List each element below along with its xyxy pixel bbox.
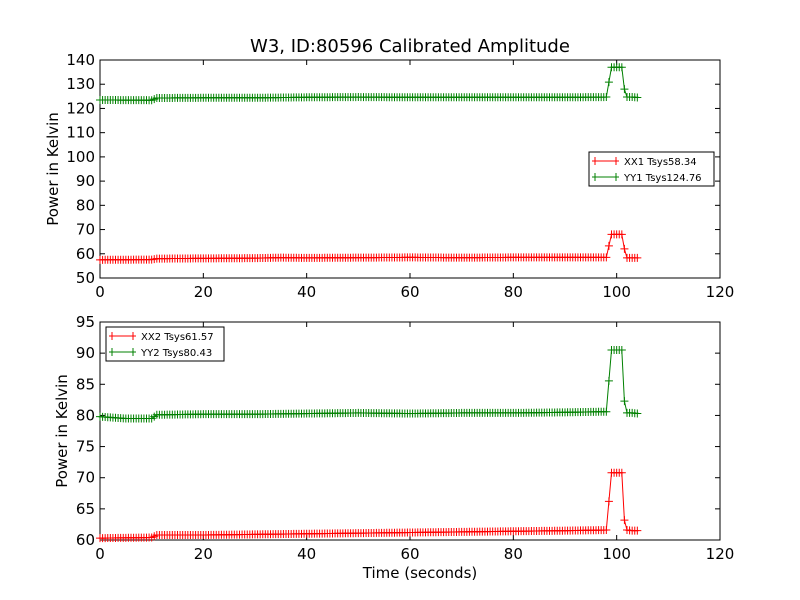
y-tick-label: 85 (76, 375, 95, 393)
x-tick-label: 0 (95, 545, 105, 563)
x-tick-label: 40 (297, 283, 316, 301)
legend: XX1 Tsys58.34 YY1 Tsys124.76 (588, 151, 715, 187)
legend-swatch-marker (109, 348, 136, 356)
legend-entry: YY1 Tsys124.76 (623, 173, 702, 184)
data-point (602, 93, 611, 102)
data-point (633, 253, 642, 262)
y-tick-label: 80 (76, 406, 95, 424)
data-point (617, 346, 626, 355)
y-tick-label: 65 (76, 500, 95, 518)
legend-entry: XX1 Tsys58.34 (624, 157, 697, 168)
x-tick-label: 0 (95, 283, 105, 301)
x-tick-label: 80 (504, 545, 523, 563)
x-tick-label: 100 (602, 283, 631, 301)
legend: XX2 Tsys61.57 YY2 Tsys80.43 (105, 326, 225, 362)
data-point (617, 468, 626, 477)
y-tick-label: 50 (76, 269, 95, 287)
x-tick-label: 60 (400, 545, 419, 563)
y-tick-label: 90 (76, 172, 95, 190)
data-point (604, 497, 613, 506)
data-point (604, 78, 613, 87)
legend-entry: YY2 Tsys80.43 (140, 348, 212, 359)
y-tick-label: 80 (76, 196, 95, 214)
x-tick-label: 40 (297, 545, 316, 563)
data-point (620, 85, 629, 94)
data-point (617, 230, 626, 239)
x-tick-label: 20 (194, 545, 213, 563)
y-tick-label: 60 (76, 245, 95, 263)
data-point (604, 241, 613, 250)
data-point (620, 516, 629, 525)
bottom-plot: 0 20 40 60 80 100 120 60 65 70 75 80 85 90 95 Power in … (53, 313, 734, 582)
x-tick-label: 20 (194, 283, 213, 301)
x-tick-label: 120 (706, 283, 735, 301)
x-tick-label: 80 (504, 283, 523, 301)
y-tick-label: 60 (76, 531, 95, 549)
series-1 (96, 468, 642, 543)
series-line (100, 472, 638, 539)
data-point (633, 93, 642, 102)
legend-box (105, 326, 225, 362)
y-tick-label: 70 (76, 221, 95, 239)
data-point (602, 407, 611, 416)
data-point (620, 397, 629, 406)
y-tick-label: 100 (66, 148, 95, 166)
y-tick-label: 90 (76, 344, 95, 362)
y-tick-label: 70 (76, 469, 95, 487)
y-tick-label: 140 (66, 51, 95, 69)
series-2 (96, 63, 642, 105)
data-point (633, 526, 642, 535)
data-point (602, 526, 611, 535)
legend-swatch-marker (109, 332, 136, 340)
y-tick-label: 130 (66, 75, 95, 93)
x-tick-label: 120 (706, 545, 735, 563)
y-tick-label: 95 (76, 313, 95, 331)
legend-swatch-marker (592, 157, 619, 165)
legend-swatch-marker (592, 173, 619, 181)
figure-title: W3, ID:80596 Calibrated Amplitude (250, 36, 570, 57)
y-axis-label: Power in Kelvin (53, 374, 71, 488)
y-tick-label: 75 (76, 438, 95, 456)
x-tick-label: 60 (400, 283, 419, 301)
data-point (620, 244, 629, 253)
x-axis-label: Time (seconds) (362, 564, 478, 582)
data-point (617, 63, 626, 72)
x-tick-label: 100 (602, 545, 631, 563)
data-point (604, 376, 613, 385)
data-point (602, 253, 611, 262)
series-2 (96, 346, 642, 423)
legend-entry: XX2 Tsys61.57 (141, 332, 214, 343)
legend-box (588, 151, 715, 187)
series-1 (96, 230, 642, 264)
y-axis-label: Power in Kelvin (44, 112, 62, 226)
y-tick-label: 120 (66, 99, 95, 117)
top-plot: 0 20 40 60 80 100 120 50 60 70 80 90 100 110 120 130 140… (44, 51, 734, 301)
y-tick-label: 110 (66, 124, 95, 142)
data-point (633, 409, 642, 418)
